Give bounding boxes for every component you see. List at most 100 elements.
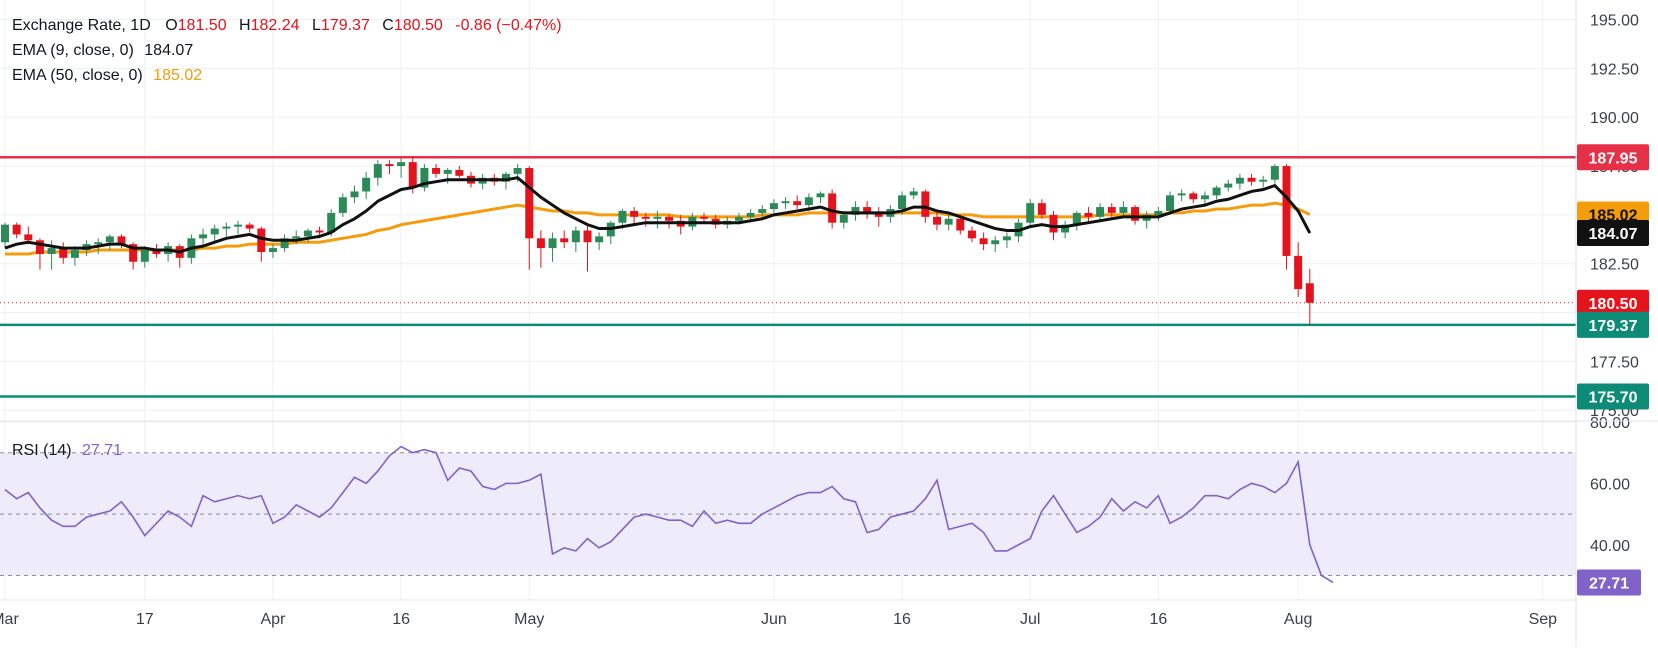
candle-up (653, 216, 662, 219)
candle-down (630, 210, 639, 217)
legend-line-rsi: RSI (14) 27.71 (12, 442, 122, 459)
legend-high-label: H (239, 17, 251, 34)
candle-down (152, 250, 161, 254)
candle-up (1072, 212, 1081, 225)
legend-title: Exchange Rate, 1D (12, 17, 151, 34)
candle-up (734, 216, 743, 221)
candle-down (35, 240, 44, 254)
candle-up (571, 230, 580, 243)
candle-down (12, 224, 21, 235)
price-axis-tick-label: 177.50 (1590, 354, 1639, 371)
candle-down (117, 236, 126, 245)
legend-ema9-value: 184.07 (144, 42, 193, 59)
price-badge-label: 187.95 (1589, 150, 1638, 167)
legend-line-ema50: EMA (50, close, 0) 185.02 (12, 67, 202, 84)
candle-up (758, 209, 767, 213)
candle-up (944, 218, 953, 225)
candle-up (851, 207, 860, 215)
candle-up (350, 191, 359, 198)
candle-down (1305, 283, 1314, 303)
price-badge-label: 184.07 (1589, 226, 1638, 243)
price-pane (0, 156, 1576, 398)
price-badge-support (1577, 383, 1649, 410)
rsi-pane (0, 445, 1576, 584)
time-axis-tick-label: May (514, 611, 544, 628)
candle-up (1, 224, 9, 243)
candle-up (548, 238, 557, 249)
candle-down (863, 207, 872, 213)
candle-down (245, 224, 254, 229)
candle-up (199, 234, 208, 239)
candle-down (828, 193, 837, 223)
legend-line-ohlc: Exchange Rate, 1D O181.50 H182.24 L179.3… (12, 17, 562, 34)
candle-down (1107, 207, 1116, 213)
price-badge-ema9 (1577, 220, 1649, 247)
candle-up (1002, 236, 1011, 241)
rsi-axis-tick-label: 80.00 (1590, 415, 1630, 432)
candle-down (583, 230, 592, 243)
candle-down (1282, 166, 1291, 256)
candle-down (1037, 203, 1046, 215)
rsi-badge-label: 27.71 (1589, 575, 1629, 592)
candle-down (560, 238, 569, 243)
candle-down (665, 216, 674, 221)
candle-up (234, 224, 242, 227)
time-axis-tick-label: Mar (0, 611, 19, 628)
candle-up (420, 168, 429, 188)
time-axis-tick-label: Jul (1020, 611, 1040, 628)
candle-up (513, 168, 522, 174)
candle-up (338, 197, 347, 213)
candle-up (804, 197, 813, 206)
candle-down (432, 168, 441, 174)
candle-up (292, 236, 301, 239)
legend-rsi-label: RSI (14) (12, 442, 72, 459)
candle-down (1049, 214, 1058, 233)
price-badge-support (1577, 311, 1649, 338)
candle-down (455, 169, 464, 176)
time-axis-tick-label: 16 (893, 611, 911, 628)
candle-down (385, 164, 394, 167)
time-axis-tick-label: Sep (1529, 611, 1558, 628)
legend-line-ema9: EMA (9, close, 0) 184.07 (12, 42, 193, 59)
price-badge-label: 180.50 (1589, 296, 1638, 313)
price-axis-tick-label: 195.00 (1590, 13, 1639, 30)
rsi-line (4, 445, 1334, 584)
price-badge-label: 179.37 (1589, 318, 1638, 335)
candle-down (525, 168, 534, 239)
candle-up (1224, 183, 1233, 188)
candle-down (921, 191, 930, 217)
candle-up (1061, 224, 1070, 233)
candle-down (257, 228, 266, 252)
candle-down (1084, 212, 1093, 217)
candle-down (979, 238, 988, 245)
candle-up (816, 193, 825, 198)
candle-up (898, 195, 907, 210)
candle-up (991, 240, 1000, 245)
rsi-badge (1577, 569, 1641, 596)
candle-up (1166, 195, 1174, 211)
candle-up (94, 242, 103, 245)
candle-up (280, 238, 289, 249)
candle-up (397, 162, 406, 167)
candle-down (700, 216, 708, 219)
price-badge-resistance (1577, 144, 1649, 171)
candle-up (839, 214, 848, 223)
time-axis-tick-label: Jun (761, 611, 787, 628)
price-axis-tick-label: 182.50 (1590, 257, 1639, 274)
candle-up (1259, 179, 1268, 182)
candle-down (59, 248, 68, 258)
legend-close-value: 180.50 (394, 17, 443, 34)
candle-up (1235, 177, 1244, 184)
candle-up (362, 177, 371, 192)
time-axis-tick-label: 17 (136, 611, 154, 628)
candle-down (536, 238, 545, 249)
candle-up (443, 169, 452, 174)
legend-low-value: 179.37 (321, 17, 370, 34)
rsi-axis-tick-label: 60.00 (1590, 476, 1630, 493)
legend-open-label: O (165, 17, 177, 34)
candle-up (769, 203, 778, 210)
candle-up (618, 210, 627, 223)
candle-up (1119, 207, 1128, 213)
